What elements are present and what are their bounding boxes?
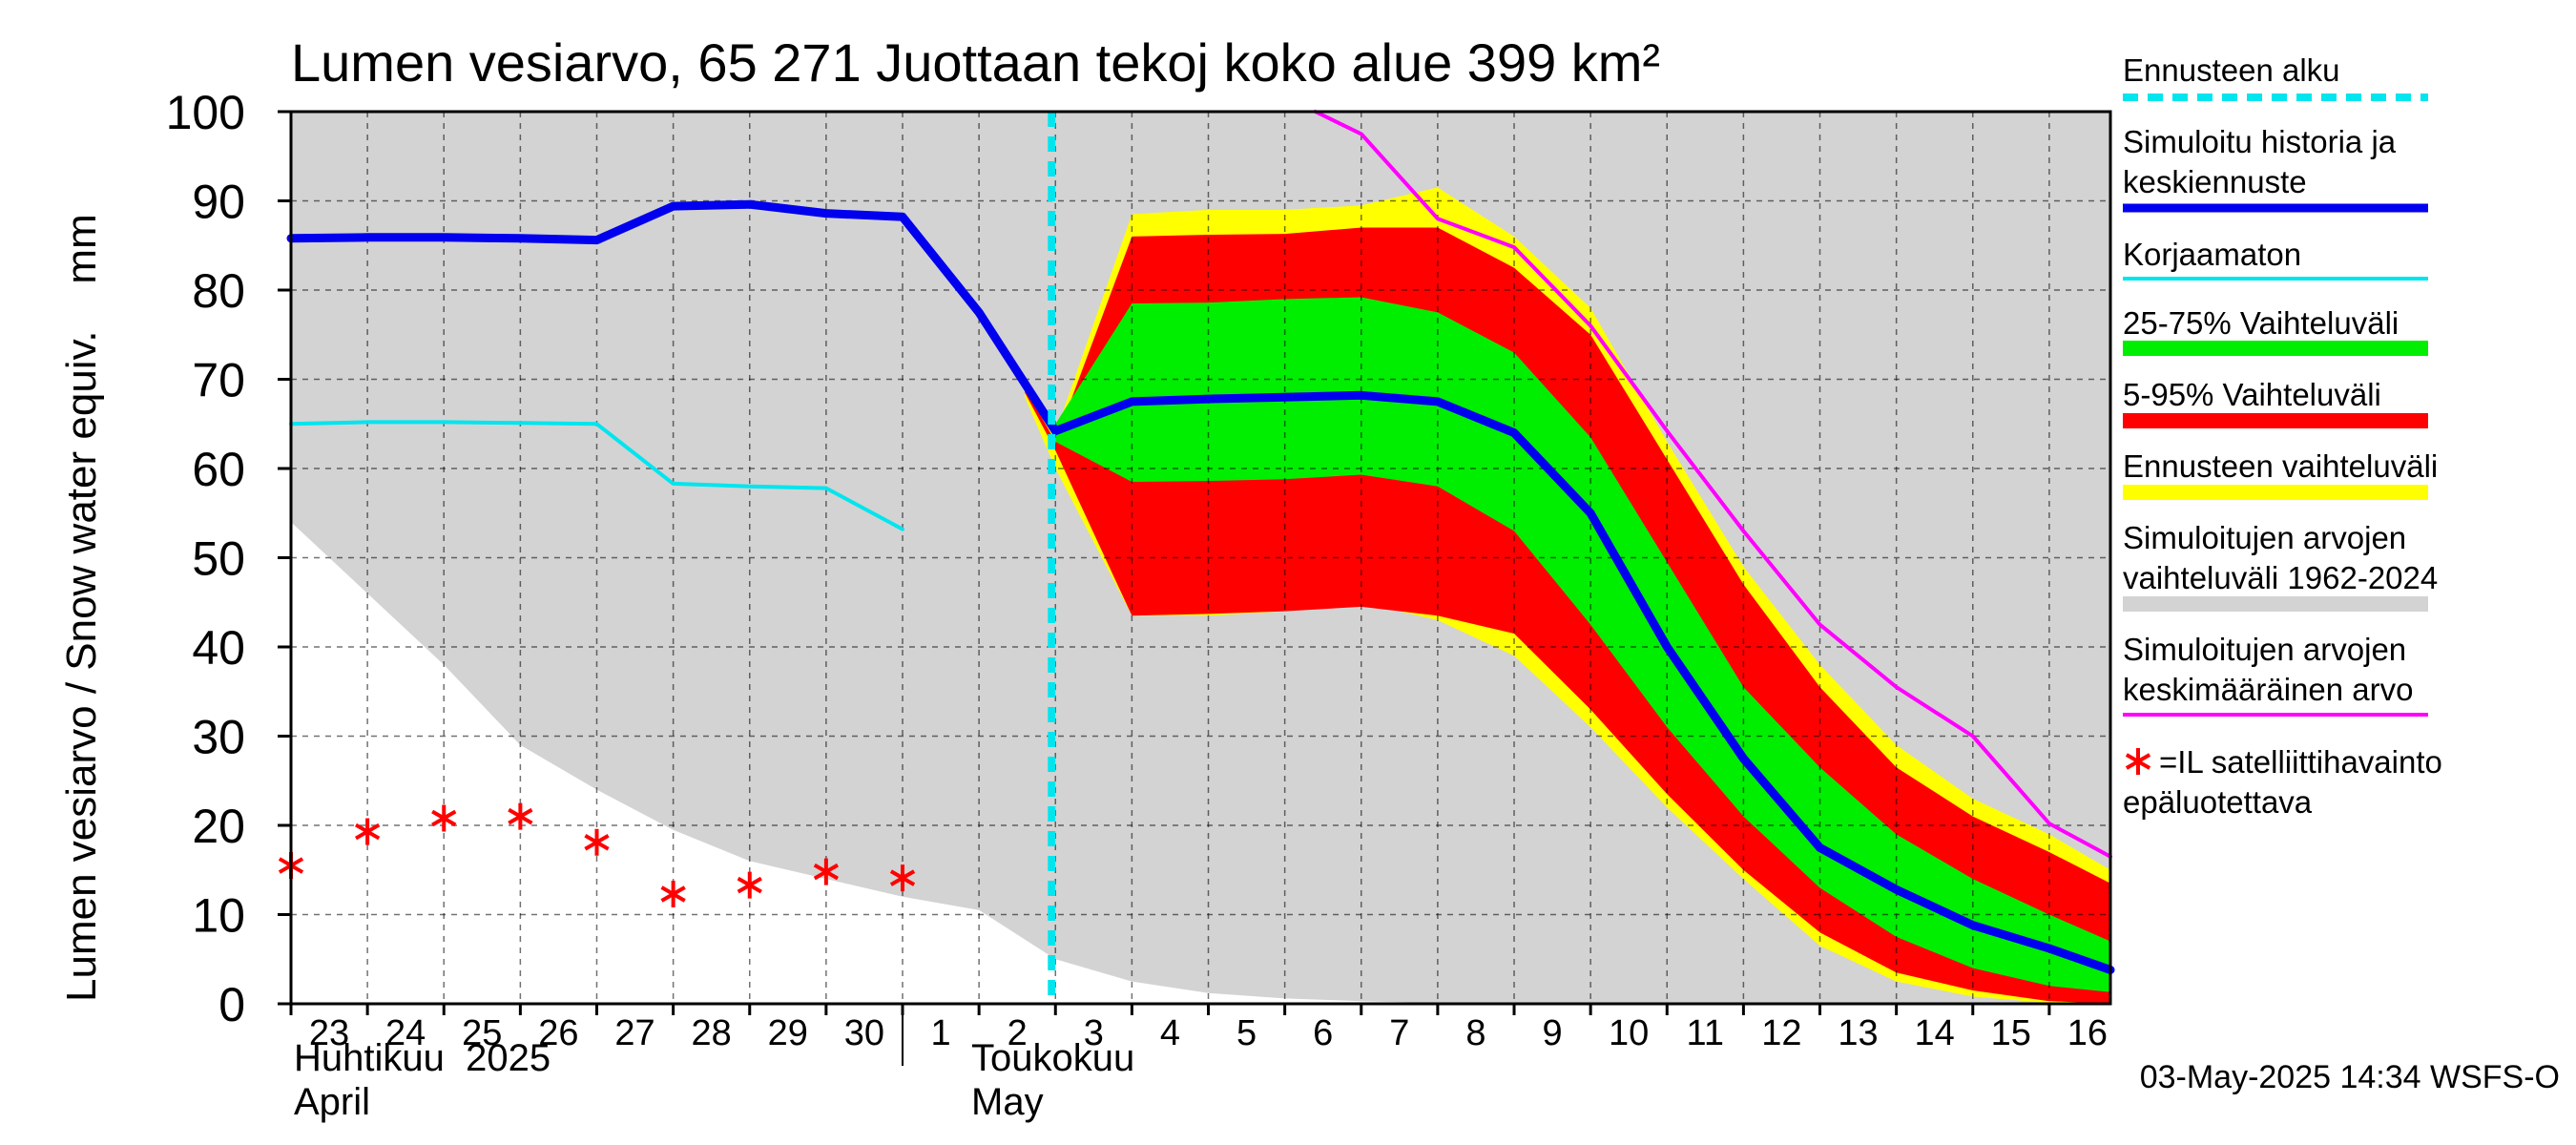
x-tick-label: 12	[1761, 1013, 1801, 1053]
marker-stroke	[813, 863, 840, 881]
legend-label-line2: keskimääräinen arvo	[2123, 672, 2413, 707]
legend-entry: Simuloitujen arvojen keskimääräinen arvo	[2123, 632, 2428, 717]
satellite-marker	[889, 864, 916, 892]
month-label-april-en: April	[294, 1081, 370, 1123]
satellite-marker	[813, 858, 840, 885]
y-axis-label: Lumen vesiarvo / Snow water equiv. mm	[58, 214, 105, 1002]
x-tick-label: 7	[1389, 1013, 1409, 1053]
x-tick-label: 3	[1084, 1013, 1104, 1053]
legend-label-line2: vaihteluväli 1962-2024	[2123, 560, 2438, 595]
legend-entry: Korjaamaton	[2123, 237, 2428, 281]
legend-entry: 25-75% Vaihteluväli	[2123, 305, 2428, 356]
y-tick-label: 70	[192, 354, 245, 407]
chart-title: Lumen vesiarvo, 65 271 Juottaan tekoj ko…	[291, 32, 1660, 93]
month-label-may-fi: Toukokuu	[971, 1037, 1134, 1079]
y-tick-label: 10	[192, 889, 245, 943]
p25-75-band	[1055, 297, 2110, 992]
month-label-may-en: May	[971, 1081, 1044, 1123]
marker-stroke	[355, 822, 381, 841]
y-tick-label: 20	[192, 800, 245, 853]
x-tick-label: 29	[768, 1013, 808, 1053]
x-tick-label: 15	[1991, 1013, 2031, 1053]
x-tick-label: 27	[614, 1013, 654, 1053]
marker-stroke	[584, 834, 610, 851]
y-tick-label: 90	[192, 176, 245, 229]
uncorrected-line	[289, 420, 904, 531]
legend-label-line2: keskiennuste	[2123, 164, 2307, 199]
satellite-marker	[508, 802, 533, 830]
legend-swatch	[2123, 341, 2428, 356]
legend-label: Simuloitujen arvojen	[2123, 632, 2406, 667]
simulated-mean-line	[1313, 110, 2112, 859]
y-tick-label: 80	[192, 264, 245, 318]
y-tick-label: 0	[218, 978, 245, 1031]
legend-entry: Simuloitujen arvojen vaihteluväli 1962-20…	[2123, 520, 2438, 612]
x-tick-label: 16	[2067, 1013, 2108, 1053]
x-tick-label: 2	[1008, 1013, 1028, 1053]
legend-entry: Ennusteen alku	[2123, 52, 2428, 101]
legend-label: Simuloitujen arvojen	[2123, 520, 2406, 555]
x-tick-label: 26	[538, 1013, 578, 1053]
x-tick-label: 5	[1236, 1013, 1257, 1053]
marker-stroke	[889, 869, 916, 886]
x-tick-label: 24	[385, 1013, 426, 1053]
legend-label: Korjaamaton	[2123, 237, 2301, 272]
x-tick-label: 4	[1160, 1013, 1180, 1053]
marker-stroke	[508, 807, 533, 825]
x-tick-label: 11	[1687, 1013, 1724, 1053]
satellite-marker	[584, 828, 610, 856]
legend: Ennusteen alku Simuloitu historia ja keski…	[2123, 52, 2442, 820]
legend-label-line2: epäluotettava	[2123, 784, 2313, 820]
legend-swatch	[2123, 485, 2428, 500]
month-label-april-fi: Huhtikuu 2025	[294, 1037, 551, 1079]
satellite-marker	[737, 871, 762, 899]
x-tick-label: 30	[844, 1013, 884, 1053]
legend-label: =IL satelliittihavainto	[2159, 744, 2442, 780]
series-lines	[286, 110, 2115, 1004]
simulated-history-forecast-line	[286, 199, 2115, 974]
legend-entry: =IL satelliittihavainto epäluotettava	[2123, 744, 2442, 820]
legend-label: 25-75% Vaihteluväli	[2123, 305, 2399, 341]
x-tick-label: 8	[1465, 1013, 1485, 1053]
satellite-marker	[660, 880, 686, 907]
x-tick-label: 6	[1313, 1013, 1333, 1053]
x-tick-label: 23	[309, 1013, 349, 1053]
legend-entry: 5-95% Vaihteluväli	[2123, 377, 2428, 428]
x-tick-label: 1	[930, 1013, 950, 1053]
y-tick-label: 30	[192, 711, 245, 764]
x-tick-label: 25	[462, 1013, 502, 1053]
x-tick-label: 28	[691, 1013, 731, 1053]
y-tick-label: 60	[192, 443, 245, 496]
y-tick-label: 100	[166, 86, 245, 139]
y-tick-label: 40	[192, 621, 245, 675]
legend-label: 5-95% Vaihteluväli	[2123, 377, 2381, 412]
marker-stroke	[2125, 753, 2151, 770]
legend-label: Ennusteen alku	[2123, 52, 2340, 88]
legend-swatch	[2125, 748, 2151, 775]
y-tick-label: 50	[192, 532, 245, 586]
x-tick-label: 13	[1838, 1013, 1878, 1053]
timestamp: 03-May-2025 14:34 WSFS-O	[2140, 1059, 2560, 1095]
marker-stroke	[660, 885, 686, 903]
satellite-marker	[431, 804, 457, 832]
legend-swatch	[2123, 413, 2428, 428]
satellite-marker	[355, 818, 381, 845]
x-tick-label: 14	[1915, 1013, 1955, 1053]
legend-label: Simuloitu historia ja	[2123, 124, 2397, 159]
legend-entry: Simuloitu historia ja keskiennuste	[2123, 124, 2428, 213]
x-tick-label: 9	[1542, 1013, 1562, 1053]
marker-stroke	[431, 809, 457, 827]
legend-swatch	[2123, 596, 2428, 612]
marker-stroke	[737, 876, 762, 894]
legend-label: Ennusteen vaihteluväli	[2123, 448, 2438, 484]
x-tick-label: 10	[1609, 1013, 1649, 1053]
grid-lines	[290, 112, 2110, 1004]
legend-entry: Ennusteen vaihteluväli	[2123, 448, 2438, 500]
